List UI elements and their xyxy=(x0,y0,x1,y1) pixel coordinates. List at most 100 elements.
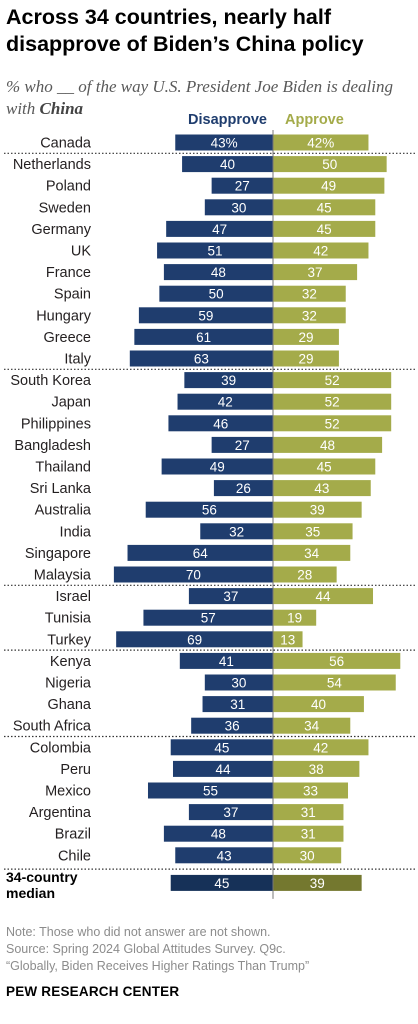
approve-bar-italy xyxy=(273,350,339,367)
disapprove-bar-uk xyxy=(157,242,273,259)
disapprove-bar-kenya xyxy=(179,652,273,669)
approve-value-kenya: 56 xyxy=(329,654,344,669)
disapprove-bar-france xyxy=(163,264,273,281)
country-label-australia: Australia xyxy=(35,503,92,519)
country-label-spain: Spain xyxy=(54,287,91,303)
approve-bar-netherlands xyxy=(273,156,387,173)
disapprove-bar-israel xyxy=(188,588,273,605)
country-label-philippines: Philippines xyxy=(21,416,91,432)
approve-value-south-africa: 34 xyxy=(304,719,320,734)
disapprove-value-poland: 27 xyxy=(235,179,250,194)
approve-bar-israel xyxy=(273,588,374,605)
disapprove-value-turkey: 69 xyxy=(187,632,202,647)
country-label-hungary: Hungary xyxy=(36,308,92,324)
disapprove-bar-ghana xyxy=(202,696,273,713)
disapprove-bar-tunisia xyxy=(143,609,273,626)
disapprove-value-mexico: 55 xyxy=(203,784,218,799)
disapprove-bar-japan xyxy=(177,393,273,410)
disapprove-bar-poland xyxy=(211,177,273,194)
legend-disapprove: Disapprove xyxy=(188,112,267,128)
approve-bar-japan xyxy=(273,393,392,410)
disapprove-value-canada: 43% xyxy=(211,136,238,151)
disapprove-bar-sri-lanka xyxy=(213,480,273,497)
disapprove-bar-sweden xyxy=(204,199,273,216)
country-label-italy: Italy xyxy=(64,352,91,368)
disapprove-bar-india xyxy=(200,523,273,540)
disapprove-value-colombia: 45 xyxy=(214,740,229,755)
approve-value-philippines: 52 xyxy=(325,416,340,431)
disapprove-value-south-korea: 39 xyxy=(221,373,236,388)
approve-bar-uk xyxy=(273,242,369,259)
report-title-text: “Globally, Biden Receives Higher Ratings… xyxy=(6,959,310,973)
approve-bar-south-korea xyxy=(273,372,392,389)
disapprove-bar-canada xyxy=(175,134,273,151)
approve-value-argentina: 31 xyxy=(301,805,316,820)
approve-bar-germany xyxy=(273,220,376,237)
country-label-sweden: Sweden xyxy=(39,200,91,216)
approve-value-greece: 29 xyxy=(298,330,313,345)
approve-bar-ghana xyxy=(273,696,364,713)
approve-value-turkey: 13 xyxy=(280,632,295,647)
disapprove-value-france: 48 xyxy=(211,265,226,280)
disapprove-value-philippines: 46 xyxy=(213,416,228,431)
approve-bar-australia xyxy=(273,501,362,518)
approve-bar-peru xyxy=(273,760,360,777)
country-label-brazil: Brazil xyxy=(55,827,91,843)
median-label-line1: 34-country xyxy=(6,869,78,885)
country-label-colombia: Colombia xyxy=(30,740,92,756)
approve-bar-thailand xyxy=(273,458,376,475)
approve-value-sweden: 45 xyxy=(317,200,332,215)
country-label-ghana: Ghana xyxy=(47,697,91,713)
disapprove-bar-bangladesh xyxy=(211,436,273,453)
approve-value-israel: 44 xyxy=(315,589,331,604)
disapprove-value-hungary: 59 xyxy=(198,308,213,323)
approve-value-south-korea: 52 xyxy=(325,373,340,388)
disapprove-value-singapore: 64 xyxy=(193,546,209,561)
country-label-chile: Chile xyxy=(58,848,91,864)
median-label-line2: median xyxy=(6,885,55,901)
approve-value-ghana: 40 xyxy=(311,697,326,712)
approve-value-spain: 32 xyxy=(302,287,317,302)
disapprove-bar-greece xyxy=(134,328,273,345)
country-label-poland: Poland xyxy=(46,179,91,195)
disapprove-bar-mexico xyxy=(147,782,273,799)
note-text: Note: Those who did not answer are not s… xyxy=(6,925,271,939)
approve-value-france: 37 xyxy=(308,265,323,280)
subtitle-text: % who __ of the way U.S. President Joe B… xyxy=(6,77,393,118)
disapprove-bar-netherlands xyxy=(182,156,273,173)
country-label-mexico: Mexico xyxy=(45,784,91,800)
disapprove-value-thailand: 49 xyxy=(210,460,225,475)
disapprove-value-kenya: 41 xyxy=(219,654,234,669)
country-label-sri-lanka: Sri Lanka xyxy=(30,481,92,497)
chart-title: Across 34 countries, nearly half disappr… xyxy=(6,5,364,56)
approve-bar-colombia xyxy=(273,739,369,756)
approve-value-sri-lanka: 43 xyxy=(314,481,329,496)
country-label-uk: UK xyxy=(71,244,91,260)
country-label-turkey: Turkey xyxy=(47,632,92,648)
disapprove-bar-south-korea xyxy=(184,372,273,389)
disapprove-bar-argentina xyxy=(188,804,273,821)
approve-bar-sweden xyxy=(273,199,376,216)
disapprove-bar-chile xyxy=(175,847,273,864)
approve-value-singapore: 34 xyxy=(304,546,320,561)
country-label-malaysia: Malaysia xyxy=(34,568,92,584)
country-label-tunisia: Tunisia xyxy=(45,611,92,627)
country-label-south-korea: South Korea xyxy=(10,373,92,389)
disapprove-value-nigeria: 30 xyxy=(231,676,246,691)
disapprove-value-tunisia: 57 xyxy=(201,611,216,626)
disapprove-bar-italy xyxy=(129,350,273,367)
approve-value-bangladesh: 48 xyxy=(320,438,335,453)
approve-bar-india xyxy=(273,523,353,540)
approve-bar-bangladesh xyxy=(273,436,383,453)
approve-value-germany: 45 xyxy=(317,222,332,237)
disapprove-bar-malaysia xyxy=(113,566,273,583)
approve-bar-turkey xyxy=(273,631,303,648)
approve-bar-sri-lanka xyxy=(273,480,371,497)
disapprove-bar-turkey xyxy=(116,631,274,648)
country-label-peru: Peru xyxy=(60,762,91,778)
chart-subtitle: % who __ of the way U.S. President Joe B… xyxy=(6,76,416,120)
approve-value-australia: 39 xyxy=(310,503,325,518)
disapprove-bar-australia xyxy=(145,501,273,518)
disapprove-bar-singapore xyxy=(127,544,273,561)
disapprove-bar-hungary xyxy=(138,307,273,324)
